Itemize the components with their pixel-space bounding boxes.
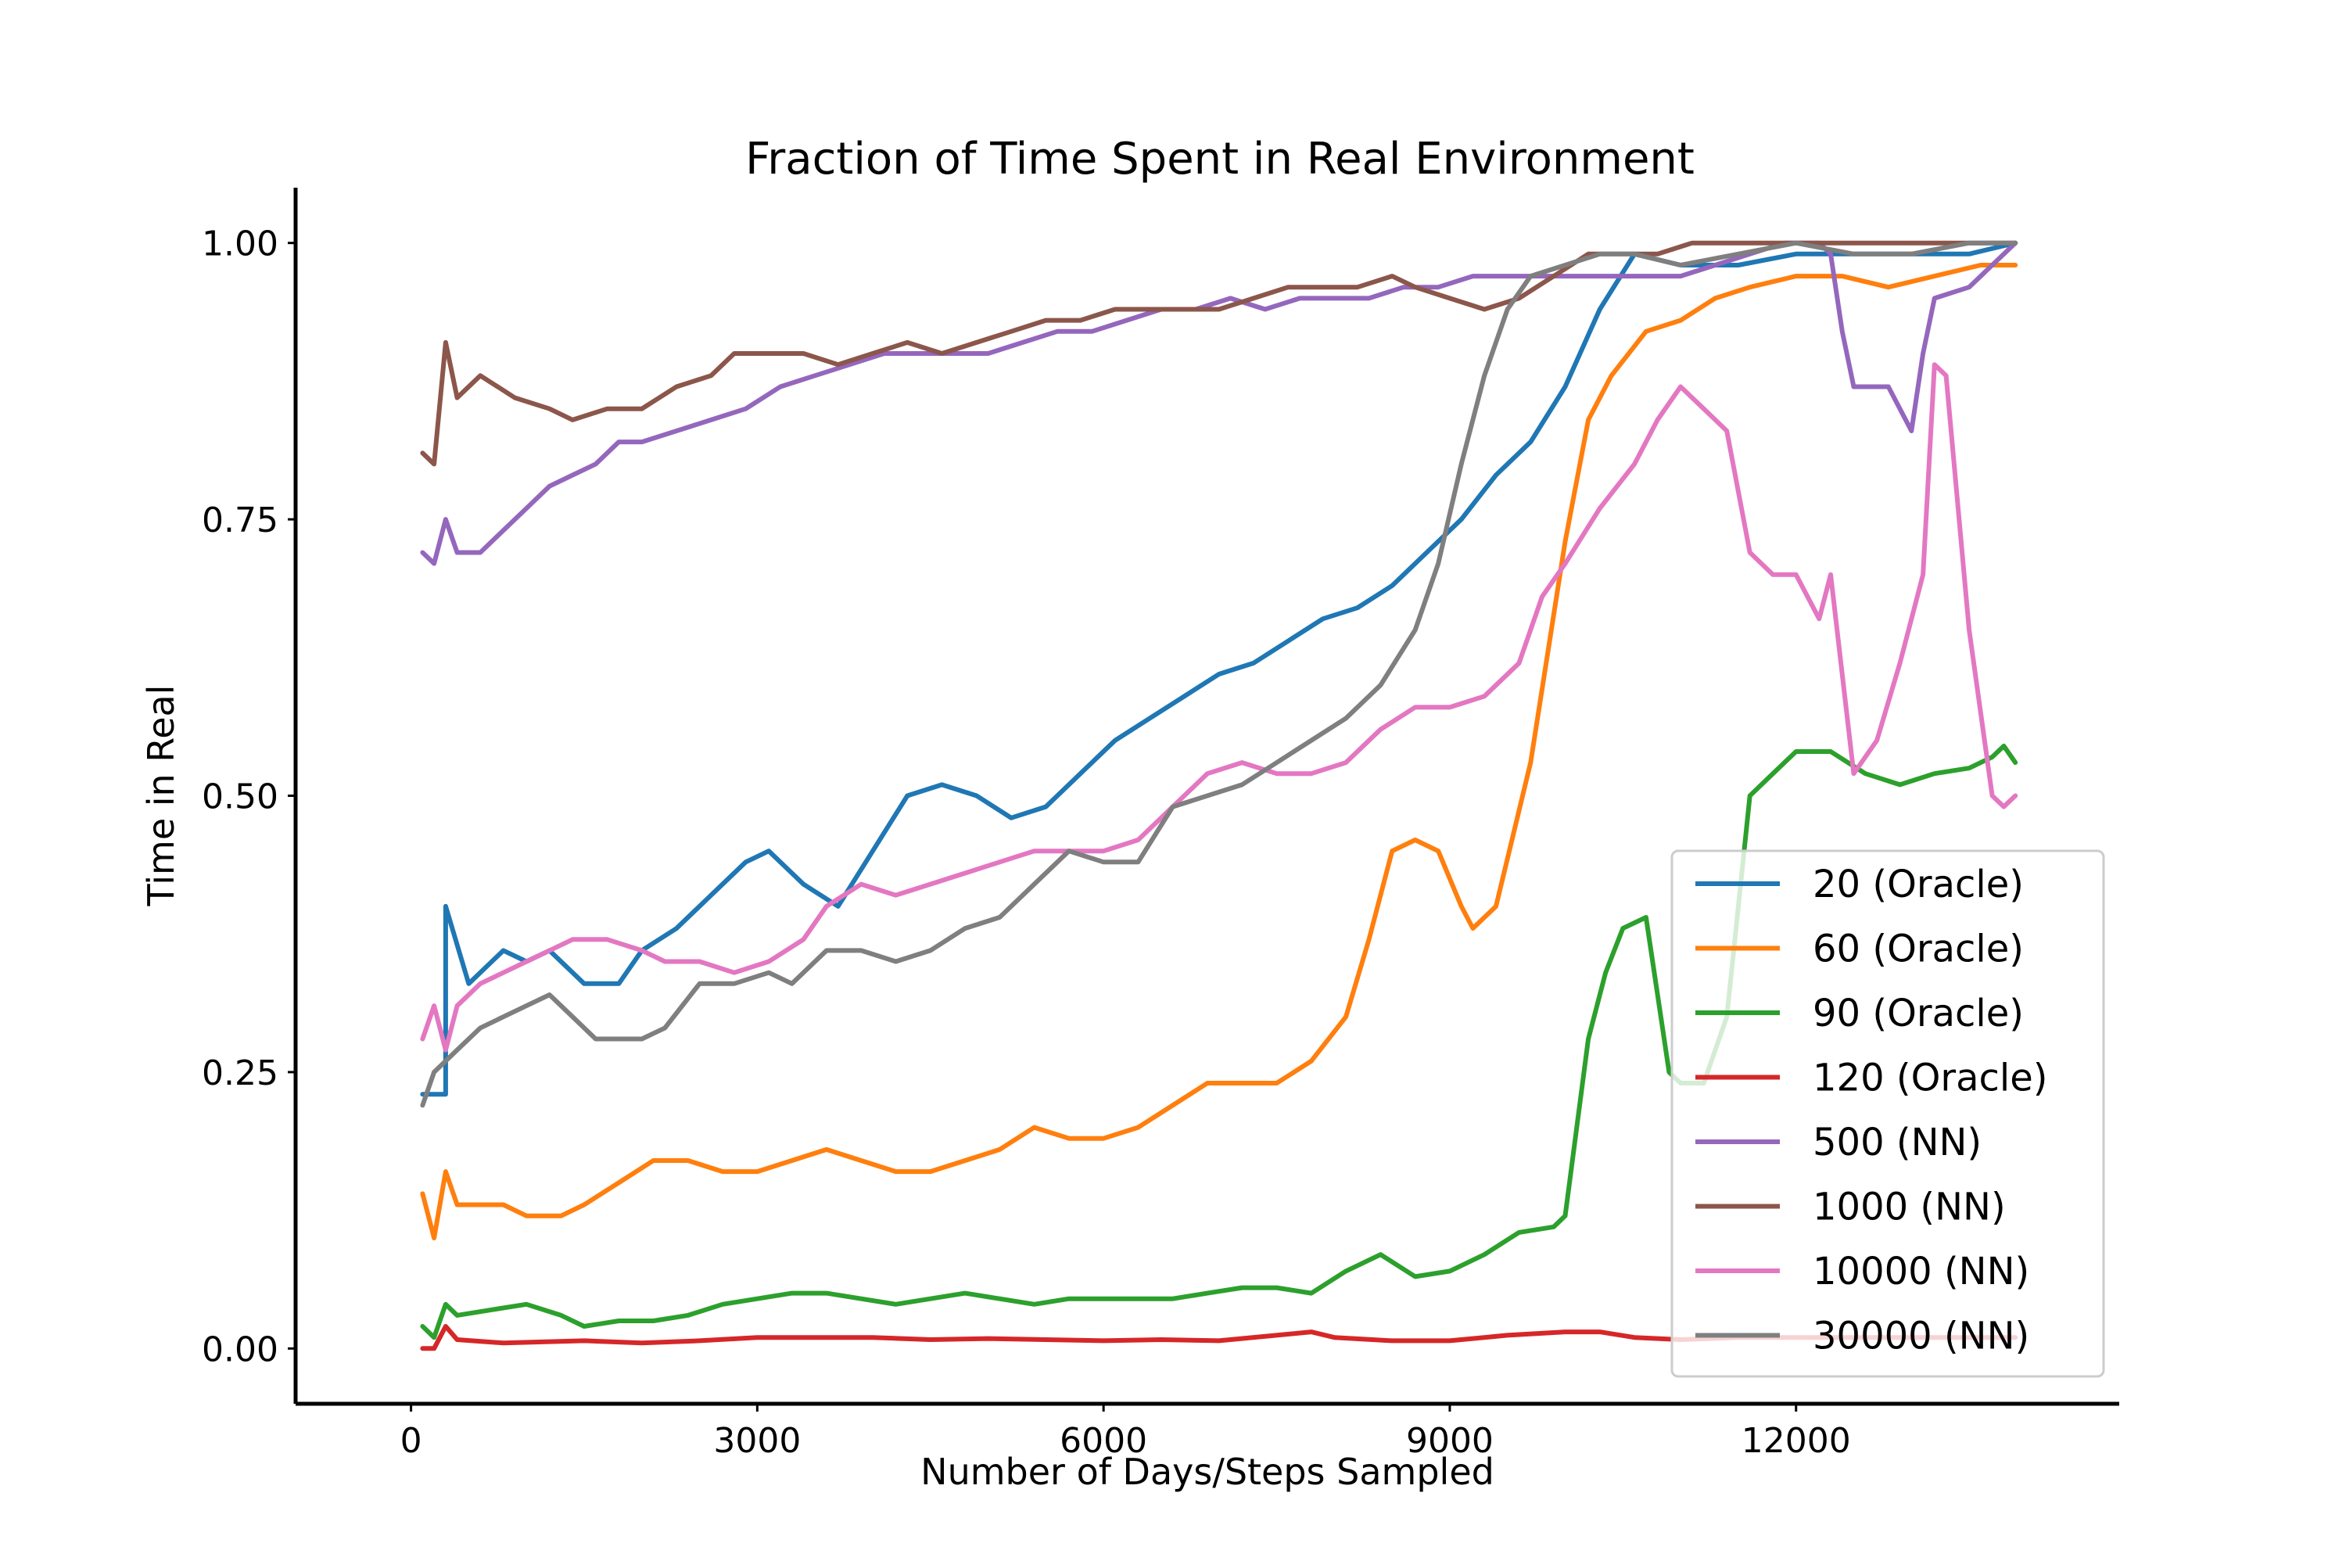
legend-label: 500 (NN) bbox=[1813, 1121, 1982, 1164]
x-axis-label: Number of Days/Steps Sampled bbox=[920, 1451, 1494, 1493]
y-tick-label: 0.75 bbox=[202, 501, 278, 540]
x-tick-label: 0 bbox=[400, 1421, 422, 1461]
legend-label: 20 (Oracle) bbox=[1813, 863, 2024, 906]
legend-label: 60 (Oracle) bbox=[1813, 928, 2024, 971]
x-tick-label: 9000 bbox=[1406, 1421, 1494, 1461]
chart-title: Fraction of Time Spent in Real Environme… bbox=[745, 134, 1695, 185]
y-axis-label: Time in Real bbox=[140, 685, 182, 907]
legend-box bbox=[1670, 849, 2105, 1378]
legend-label: 90 (Oracle) bbox=[1813, 992, 2024, 1035]
tick-group: 0 3000 6000 9000 12000 0.00 0.25 0.50 0.75 1.00 bbox=[202, 224, 1851, 1461]
series-line-30000-nn bbox=[420, 240, 2018, 1108]
y-tick-label: 0.00 bbox=[202, 1329, 278, 1369]
series-line-500-nn bbox=[420, 240, 2018, 566]
y-tick-label: 0.50 bbox=[202, 777, 278, 817]
legend: 20 (Oracle) 60 (Oracle) 90 (Oracle) 120 (Or… bbox=[1670, 849, 2105, 1378]
legend-label: 120 (Oracle) bbox=[1813, 1057, 2048, 1100]
series-line-90-oracle bbox=[420, 743, 2018, 1340]
legend-label: 10000 (NN) bbox=[1813, 1250, 2029, 1294]
series-line-20-oracle bbox=[420, 240, 2018, 1097]
x-tick-label: 6000 bbox=[1060, 1421, 1147, 1461]
series-line-60-oracle bbox=[420, 263, 2018, 1240]
x-tick-label: 3000 bbox=[713, 1421, 801, 1461]
series-lines bbox=[420, 240, 2018, 1351]
x-tick-label: 12000 bbox=[1742, 1421, 1851, 1461]
legend-label: 30000 (NN) bbox=[1813, 1315, 2029, 1358]
y-tick-label: 1.00 bbox=[202, 224, 278, 264]
y-tick-label: 0.25 bbox=[202, 1053, 278, 1093]
legend-label: 1000 (NN) bbox=[1813, 1186, 2006, 1229]
series-line-10000-nn bbox=[420, 362, 2018, 1053]
